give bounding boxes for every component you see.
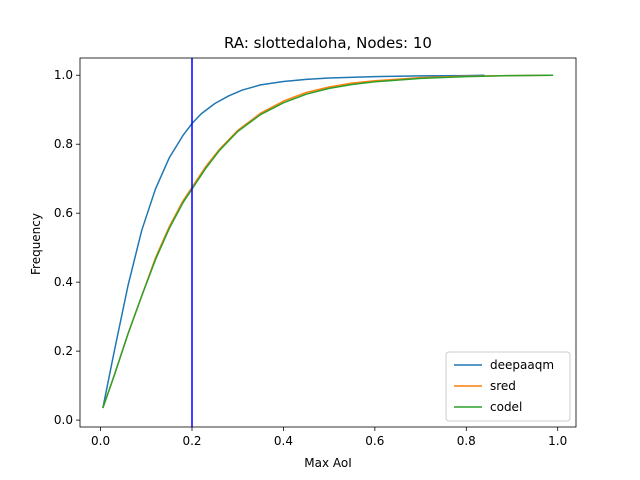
legend: deepaaqm sred codel [445, 351, 571, 422]
series-line-codel [102, 74, 554, 409]
y-axis-label: Frequency [29, 213, 43, 275]
x-tick-label: 0.0 [91, 434, 110, 448]
y-tick-label: 0.0 [54, 413, 73, 427]
legend-label-sred: sred [490, 379, 516, 393]
chart-title: RA: slottedaloha, Nodes: 10 [224, 34, 432, 52]
x-tick-label: 0.4 [274, 434, 293, 448]
x-axis-label: Max AoI [304, 456, 352, 470]
y-tick-label: 1.0 [54, 68, 73, 82]
legend-label-codel: codel [490, 400, 522, 414]
y-tick-label: 0.2 [54, 344, 73, 358]
x-tick-label: 1.0 [548, 434, 567, 448]
legend-box [445, 351, 571, 422]
axes-layer: 0.0 0.2 0.4 0.6 0.8 1.0 0.0 0.2 0.4 0.6 0.8 1.0 [54, 57, 577, 448]
x-tick-label: 0.2 [182, 434, 201, 448]
series-line-deepaaqm [102, 74, 485, 409]
x-tick-label: 0.8 [457, 434, 476, 448]
plot-frame [79, 57, 577, 428]
y-tick-label: 0.6 [54, 206, 73, 220]
y-tick-label: 0.4 [54, 275, 73, 289]
legend-label-deepaaqm: deepaaqm [490, 358, 554, 372]
x-tick-label: 0.6 [365, 434, 384, 448]
series-layer [102, 58, 554, 427]
y-tick-label: 0.8 [54, 137, 73, 151]
